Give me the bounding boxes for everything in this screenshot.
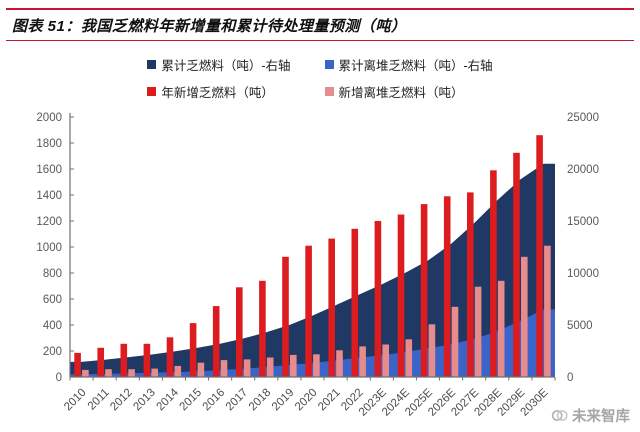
x-axis-labels: 2010201120122013201420152016201720182019… (62, 386, 551, 418)
figure-title: 图表 51：我国乏燃料年新增量和累计待处理量预测（吨） (12, 18, 407, 35)
legend-swatch-navy (147, 60, 157, 69)
area-series-cumulative-total (70, 163, 555, 377)
left-axis-tick-label: 200 (43, 346, 62, 358)
legend-item-cumulative-total: 累计乏燃料（吨）-右轴 (147, 55, 291, 74)
left-axis-tick-label: 800 (43, 268, 62, 280)
combo-chart: 0200400600800100012001400160018002000050… (36, 112, 599, 419)
x-axis-tick-label: 2020 (293, 387, 320, 414)
left-axis-tick-label: 2000 (36, 112, 62, 124)
left-axis-tick-label: 1600 (36, 164, 62, 176)
chart-legend: 累计乏燃料（吨）-右轴 累计离堆乏燃料（吨）-右轴 年新增乏燃料（吨） 新增离堆… (147, 55, 493, 101)
legend-item-annual-new-offsite: 新增离堆乏燃料（吨） (324, 82, 493, 101)
legend-swatch-red (147, 87, 157, 96)
left-axis-tick-label: 1800 (36, 138, 62, 150)
left-axis-tick-label: 1000 (36, 242, 62, 254)
left-axis-tick-label: 400 (43, 320, 62, 332)
x-axis-tick-label: 2021 (316, 387, 343, 414)
left-axis-tick-label: 600 (43, 294, 62, 306)
bar-series-annual-new-offsite (82, 245, 551, 378)
left-axis-tick-label: 0 (56, 372, 62, 384)
legend-swatch-blue (324, 60, 334, 69)
right-axis-tick-label: 20000 (567, 164, 599, 176)
x-axis-tick-label: 2015 (178, 387, 205, 414)
axes: 0200400600800100012001400160018002000050… (36, 112, 599, 384)
legend-label: 累计乏燃料（吨）-右轴 (161, 59, 291, 73)
top-rule (6, 8, 634, 10)
title-underline (6, 40, 634, 41)
left-axis-tick-label: 1200 (36, 216, 62, 228)
figure-header: 图表 51：我国乏燃料年新增量和累计待处理量预测（吨） (0, 8, 640, 41)
right-axis-tick-label: 5000 (567, 320, 593, 332)
right-axis-tick-label: 25000 (567, 112, 599, 124)
right-axis-tick-label: 0 (567, 372, 573, 384)
x-axis-tick-label: 2014 (154, 386, 181, 413)
x-axis-tick-label: 2016 (201, 387, 228, 414)
watermark-label: 未来智库 (572, 409, 630, 425)
legend-label: 新增离堆乏燃料（吨） (338, 86, 464, 100)
legend-item-cumulative-offsite: 累计离堆乏燃料（吨）-右轴 (324, 55, 493, 74)
x-axis-tick-label: 2012 (108, 387, 135, 414)
right-axis-tick-label: 15000 (567, 216, 599, 228)
x-axis-tick-label: 2017 (224, 387, 251, 414)
x-axis-tick-label: 2011 (86, 387, 112, 413)
legend-label: 年新增乏燃料（吨） (161, 86, 274, 100)
x-axis-tick-label: 2013 (131, 387, 158, 414)
left-axis-tick-label: 1400 (36, 190, 62, 202)
watermark: 未来智库 (551, 405, 630, 426)
watermark-logo-icon (551, 410, 568, 421)
x-axis-tick-label: 2019 (270, 387, 297, 414)
legend-swatch-pink (324, 87, 334, 96)
legend-item-annual-new: 年新增乏燃料（吨） (147, 82, 290, 101)
x-axis-tick-label: 2018 (247, 387, 274, 414)
x-axis-tick-label: 2010 (62, 387, 89, 414)
legend-label: 累计离堆乏燃料（吨）-右轴 (338, 59, 493, 73)
right-axis-tick-label: 10000 (567, 268, 599, 280)
bar-series-annual-new (74, 135, 543, 378)
